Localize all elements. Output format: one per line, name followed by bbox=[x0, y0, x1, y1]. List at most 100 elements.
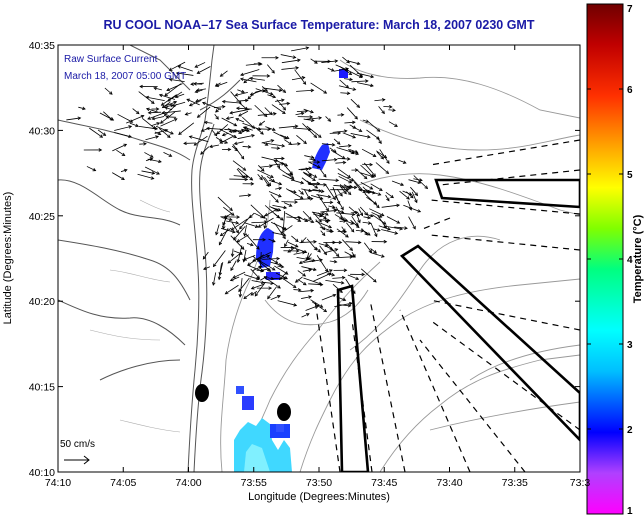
scale-arrow-label: 50 cm/s bbox=[60, 439, 95, 450]
current-vector bbox=[145, 157, 154, 162]
current-vector bbox=[154, 131, 162, 136]
map-title: RU COOL NOAA–17 Sea Surface Temperature:… bbox=[103, 18, 535, 32]
x-axis-label: Longitude (Degrees:Minutes) bbox=[248, 491, 390, 503]
sst-pixel bbox=[244, 444, 270, 472]
current-vector bbox=[351, 168, 359, 172]
current-vector bbox=[217, 196, 233, 212]
current-vector bbox=[306, 238, 318, 251]
x-tick-label: 73:3 bbox=[570, 477, 591, 489]
current-vector bbox=[132, 108, 140, 115]
current-vector bbox=[285, 212, 302, 222]
x-tick-label: 74:05 bbox=[110, 477, 136, 489]
current-vector bbox=[388, 121, 398, 127]
current-vector bbox=[227, 251, 243, 264]
current-vector bbox=[301, 313, 310, 318]
current-vector bbox=[223, 213, 232, 219]
current-vector bbox=[163, 152, 173, 157]
current-vector bbox=[307, 181, 321, 186]
current-vector bbox=[235, 106, 252, 111]
current-vector bbox=[114, 132, 133, 139]
current-vector bbox=[251, 280, 265, 285]
current-vector bbox=[374, 98, 386, 102]
current-vector bbox=[274, 213, 284, 221]
current-vector bbox=[277, 84, 287, 93]
current-vector bbox=[296, 134, 307, 145]
current-vector bbox=[252, 237, 267, 242]
current-vector bbox=[376, 150, 388, 159]
current-vector bbox=[164, 100, 178, 107]
current-vector bbox=[333, 268, 348, 273]
current-vector bbox=[303, 118, 315, 123]
coastline bbox=[58, 45, 241, 472]
current-vector bbox=[178, 122, 195, 135]
current-vector bbox=[313, 272, 332, 282]
current-vector bbox=[295, 111, 305, 116]
current-vector bbox=[261, 139, 275, 144]
current-vector bbox=[160, 94, 177, 106]
x-tick-label: 74:10 bbox=[45, 477, 71, 489]
current-vector bbox=[262, 142, 269, 146]
current-vector bbox=[175, 71, 194, 76]
current-vector bbox=[271, 207, 282, 212]
current-vector bbox=[257, 217, 274, 228]
current-vector bbox=[232, 144, 245, 160]
colorbar-tick-label: 4 bbox=[627, 255, 633, 266]
current-vector bbox=[256, 286, 273, 290]
current-vector bbox=[302, 268, 313, 272]
current-vector bbox=[196, 106, 211, 118]
current-vector bbox=[388, 108, 396, 112]
current-vector bbox=[371, 239, 388, 244]
current-vector bbox=[233, 226, 246, 241]
current-vector bbox=[413, 175, 429, 190]
current-vector bbox=[383, 225, 404, 231]
current-vector bbox=[256, 268, 265, 273]
current-vector bbox=[158, 93, 176, 100]
current-vector bbox=[151, 107, 160, 111]
current-vector bbox=[243, 126, 251, 131]
y-axis-label: Latitude (Degrees:Minutes) bbox=[2, 192, 14, 325]
current-vector bbox=[292, 127, 312, 132]
current-vector bbox=[350, 210, 359, 215]
current-vector bbox=[194, 89, 203, 94]
colorbar-label: Temperature (°C) bbox=[632, 214, 644, 303]
current-vector bbox=[258, 127, 272, 132]
current-vector bbox=[317, 194, 329, 212]
current-vector bbox=[281, 200, 298, 204]
current-vector bbox=[303, 189, 311, 200]
radar-site-marker bbox=[277, 403, 291, 421]
current-vector bbox=[325, 245, 334, 251]
current-vector bbox=[120, 168, 128, 173]
current-vector bbox=[103, 111, 114, 121]
colorbar-tick-label: 7 bbox=[627, 4, 633, 15]
current-vector bbox=[333, 138, 341, 145]
current-vector bbox=[370, 248, 378, 254]
current-vector bbox=[283, 249, 300, 253]
current-vector bbox=[350, 219, 360, 229]
current-vector bbox=[242, 122, 262, 131]
current-vector bbox=[280, 225, 293, 234]
current-vector bbox=[261, 85, 268, 93]
current-vector bbox=[321, 211, 329, 216]
current-vector bbox=[260, 276, 268, 281]
current-vector bbox=[215, 81, 228, 88]
current-vector bbox=[273, 131, 288, 140]
current-vector bbox=[86, 166, 97, 172]
current-vector bbox=[332, 275, 346, 280]
x-tick-label: 74:00 bbox=[175, 477, 201, 489]
x-tick-label: 73:50 bbox=[306, 477, 332, 489]
current-vector bbox=[274, 222, 286, 240]
current-vector bbox=[266, 176, 276, 183]
current-vector bbox=[323, 240, 337, 245]
current-vector bbox=[235, 117, 245, 123]
current-vector bbox=[215, 224, 220, 236]
y-tick-label: 40:20 bbox=[29, 296, 55, 308]
current-vector bbox=[280, 54, 297, 59]
current-vector bbox=[184, 112, 192, 116]
current-vector bbox=[344, 120, 356, 125]
current-vector bbox=[262, 87, 283, 93]
current-vector bbox=[177, 65, 193, 72]
current-vector bbox=[337, 157, 351, 161]
current-vector bbox=[268, 238, 276, 243]
current-vector bbox=[343, 184, 351, 189]
current-vector bbox=[328, 205, 336, 209]
